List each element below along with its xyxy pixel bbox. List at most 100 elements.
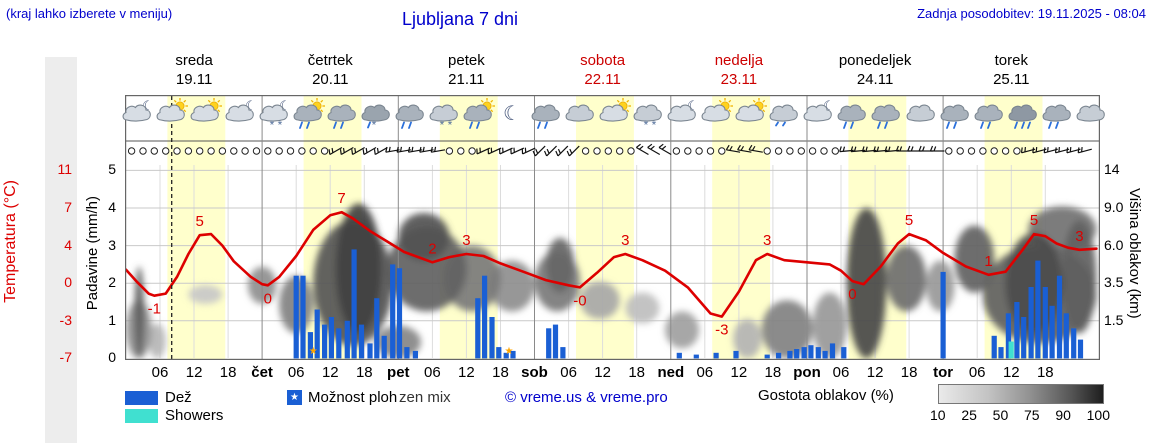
x-axis-label: 06 — [560, 364, 577, 381]
rain-bar — [1028, 287, 1034, 359]
daylight-band — [167, 96, 226, 359]
temperature-label: 1 — [984, 253, 992, 270]
x-axis-label: 18 — [900, 364, 918, 381]
x-axis-label: 06 — [151, 364, 169, 381]
x-axis-label: 18 — [1036, 364, 1054, 381]
x-axis-label: čet — [251, 364, 273, 381]
temperature-label: 3 — [763, 232, 771, 249]
rain-bar — [1021, 317, 1027, 359]
density-tick: 75 — [1023, 407, 1040, 423]
page-title: Ljubljana 7 dni — [401, 9, 519, 29]
rain-legend-swatch — [125, 391, 158, 405]
temperature-label: 3 — [621, 232, 629, 249]
x-axis-label: 18 — [628, 364, 646, 381]
showers-legend-label: Showers — [165, 407, 224, 424]
rain-bar — [1049, 305, 1055, 359]
rain-bar — [1005, 313, 1011, 359]
temperature-label: 3 — [1075, 228, 1083, 245]
rain-bar — [390, 264, 396, 359]
day-name: sreda — [175, 52, 213, 69]
day-date: 20.11 — [312, 71, 349, 88]
precip-axis-title: Padavine (mm/h) — [84, 196, 101, 311]
temperature-label: -0 — [573, 292, 586, 309]
rain-bar — [381, 335, 387, 359]
rain-bar — [841, 347, 847, 359]
density-tick: 90 — [1055, 407, 1071, 423]
rain-bar — [998, 347, 1004, 359]
rain-bar — [404, 347, 410, 359]
day-name: sobota — [580, 52, 626, 69]
rain-bar — [693, 354, 699, 359]
rain-bar — [787, 350, 793, 359]
star-icon: ★ — [290, 392, 299, 403]
rain-bar — [801, 347, 807, 359]
day-date: 23.11 — [720, 71, 758, 88]
rain-bar — [293, 275, 299, 359]
rain-bar — [322, 324, 328, 359]
cloud-height-axis-tick: 14 — [1104, 161, 1120, 178]
chance-legend-label: Možnost ploh — [308, 389, 398, 406]
temperature-label: 7 — [337, 190, 345, 207]
temperature-label: 5 — [905, 212, 913, 229]
rain-bar — [552, 324, 559, 359]
rain-bar — [940, 271, 946, 359]
rain-bar — [733, 350, 739, 359]
showers-legend-swatch — [125, 409, 158, 423]
daylight-band — [712, 96, 771, 359]
chance-legend-icon: ★ — [287, 390, 302, 405]
x-axis-label: 12 — [185, 364, 203, 381]
rain-bar — [396, 268, 403, 359]
menu-hint: (kraj lahko izberete v meniju) — [6, 6, 173, 21]
precip-axis-tick: 1 — [108, 311, 116, 328]
density-tick: 25 — [961, 407, 977, 423]
density-tick: 50 — [992, 407, 1009, 423]
rain-bar — [808, 345, 814, 359]
rain-bar — [776, 352, 782, 359]
rain-bar — [1056, 275, 1063, 359]
rain-bar — [1071, 328, 1077, 359]
x-axis-label: ned — [657, 364, 685, 381]
temperature-label: 5 — [1030, 212, 1038, 229]
last-update-text: Zadnja posodobitev: 19.11.2025 - 08:04 — [917, 6, 1146, 21]
rain-bar — [482, 275, 488, 359]
x-axis-label: pon — [793, 364, 821, 381]
x-axis-label: 12 — [321, 364, 339, 381]
chart-canvas: ★ ★ -1 5 0 7 2 3 -0 3 -3 3 0 5 1 5 3 — [124, 94, 1101, 361]
rain-bar — [1042, 287, 1048, 359]
rain-bar — [546, 328, 552, 359]
rain-bar — [336, 328, 342, 359]
rain-bar — [1035, 260, 1041, 359]
day-date: 19.11 — [175, 71, 213, 88]
x-axis-label: pet — [387, 364, 410, 381]
temperature-label: 2 — [428, 240, 436, 257]
rain-legend-label: Dež — [165, 389, 192, 406]
day-date: 22.11 — [584, 71, 621, 88]
rain-bar — [367, 343, 373, 359]
day-name: nedelja — [714, 52, 764, 69]
rain-bar — [991, 335, 997, 359]
daylight-band — [439, 96, 498, 359]
x-axis-label: 18 — [492, 364, 509, 381]
rain-bar — [1077, 339, 1084, 359]
density-tick: 100 — [1086, 407, 1110, 423]
x-axis-label: 06 — [287, 364, 305, 381]
precip-axis-tick: 5 — [108, 161, 116, 178]
cloud-density-scale — [938, 384, 1104, 404]
temperature-label: -3 — [715, 322, 728, 339]
copyright-link[interactable]: © vreme.us & vreme.pro — [505, 389, 668, 406]
rain-bar — [358, 324, 365, 359]
x-axis-label: 18 — [355, 364, 373, 381]
day-date: 25.11 — [993, 71, 1030, 88]
mix-legend-label: zen mix — [399, 389, 451, 406]
x-axis-label: 12 — [866, 364, 884, 381]
rain-bar — [475, 298, 481, 359]
cloud-height-axis-title: Višina oblakov (km) — [1126, 188, 1143, 319]
shower-bar — [1008, 341, 1014, 359]
rain-bar — [344, 320, 350, 359]
x-axis-label: sob — [521, 364, 548, 381]
temperature-label: -1 — [148, 301, 161, 318]
rain-bar — [560, 347, 566, 359]
day-name: četrtek — [307, 52, 353, 69]
rain-bar — [764, 354, 770, 359]
